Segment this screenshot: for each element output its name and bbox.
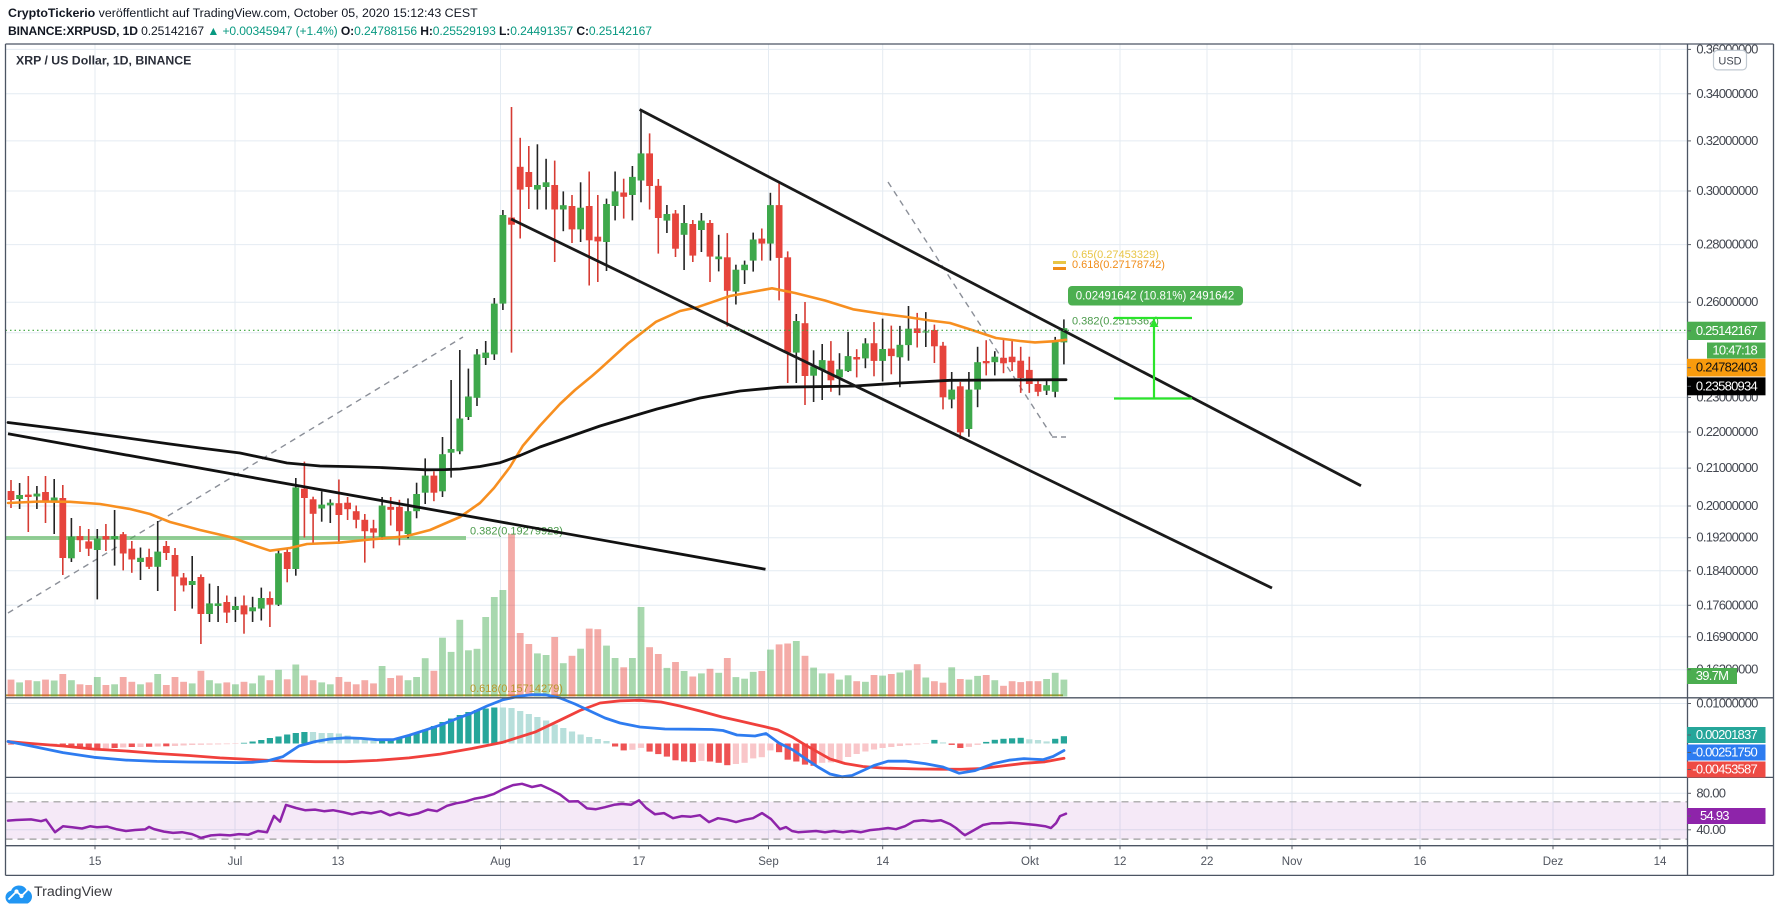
svg-text:0.22000000: 0.22000000 bbox=[1696, 424, 1758, 439]
svg-text:0.18400000: 0.18400000 bbox=[1696, 563, 1758, 578]
svg-text:10:47:18: 10:47:18 bbox=[1712, 343, 1757, 358]
svg-text:0.20000000: 0.20000000 bbox=[1696, 498, 1758, 513]
svg-text:16: 16 bbox=[1414, 856, 1427, 868]
svg-text:-0.00453587: -0.00453587 bbox=[1692, 762, 1757, 777]
svg-text:15: 15 bbox=[89, 856, 102, 868]
svg-text:0.28000000: 0.28000000 bbox=[1696, 237, 1758, 252]
svg-text:0.19200000: 0.19200000 bbox=[1696, 530, 1758, 545]
svg-text:80.00: 80.00 bbox=[1696, 785, 1725, 800]
svg-text:CryptoTickerio veröffentlicht: CryptoTickerio veröffentlicht auf Tradin… bbox=[8, 6, 478, 20]
svg-text:0.21000000: 0.21000000 bbox=[1696, 460, 1758, 475]
svg-text:17: 17 bbox=[633, 856, 646, 868]
svg-text:0.17600000: 0.17600000 bbox=[1696, 597, 1758, 612]
svg-text:13: 13 bbox=[332, 856, 345, 868]
svg-text:0.00201837: 0.00201837 bbox=[1696, 727, 1758, 742]
svg-text:Sep: Sep bbox=[758, 856, 778, 868]
svg-text:XRP / US Dollar, 1D, BINANCE: XRP / US Dollar, 1D, BINANCE bbox=[16, 54, 191, 68]
svg-text:0.23580934: 0.23580934 bbox=[1696, 378, 1758, 393]
svg-text:0.32000000: 0.32000000 bbox=[1696, 133, 1758, 148]
svg-text:Nov: Nov bbox=[1282, 856, 1303, 868]
svg-text:Aug: Aug bbox=[490, 856, 510, 868]
svg-text:54.93: 54.93 bbox=[1700, 808, 1729, 823]
svg-text:14: 14 bbox=[876, 856, 889, 868]
svg-text:40.00: 40.00 bbox=[1696, 822, 1725, 837]
svg-text:0.25142167: 0.25142167 bbox=[1696, 323, 1758, 338]
svg-text:Okt: Okt bbox=[1021, 856, 1040, 868]
svg-text:0.34000000: 0.34000000 bbox=[1696, 86, 1758, 101]
svg-text:0.30000000: 0.30000000 bbox=[1696, 183, 1758, 198]
svg-text:Dez: Dez bbox=[1543, 856, 1564, 868]
svg-text:14: 14 bbox=[1654, 856, 1667, 868]
svg-text:TradingView: TradingView bbox=[34, 884, 113, 900]
svg-text:0.26000000: 0.26000000 bbox=[1696, 294, 1758, 309]
svg-text:0.618(0.27178742): 0.618(0.27178742) bbox=[1072, 259, 1165, 271]
svg-text:0.65(0.27453329): 0.65(0.27453329) bbox=[1072, 249, 1159, 261]
svg-text:39.7M: 39.7M bbox=[1696, 668, 1728, 683]
svg-text:BINANCE:XRPUSD, 1D 0.25142167: BINANCE:XRPUSD, 1D 0.25142167 ▲ +0.00345… bbox=[8, 24, 652, 38]
svg-text:-0.00251750: -0.00251750 bbox=[1692, 745, 1757, 760]
svg-text:22: 22 bbox=[1201, 856, 1214, 868]
svg-text:USD: USD bbox=[1718, 56, 1741, 68]
svg-text:0.01000000: 0.01000000 bbox=[1696, 696, 1758, 711]
svg-text:0.16900000: 0.16900000 bbox=[1696, 629, 1758, 644]
svg-text:0.618(0.15714279): 0.618(0.15714279) bbox=[470, 683, 563, 695]
svg-text:Jul: Jul bbox=[228, 856, 243, 868]
svg-text:12: 12 bbox=[1114, 856, 1127, 868]
svg-text:0.02491642 (10.81%) 2491642: 0.02491642 (10.81%) 2491642 bbox=[1076, 291, 1235, 303]
svg-text:0.24782403: 0.24782403 bbox=[1696, 360, 1758, 375]
